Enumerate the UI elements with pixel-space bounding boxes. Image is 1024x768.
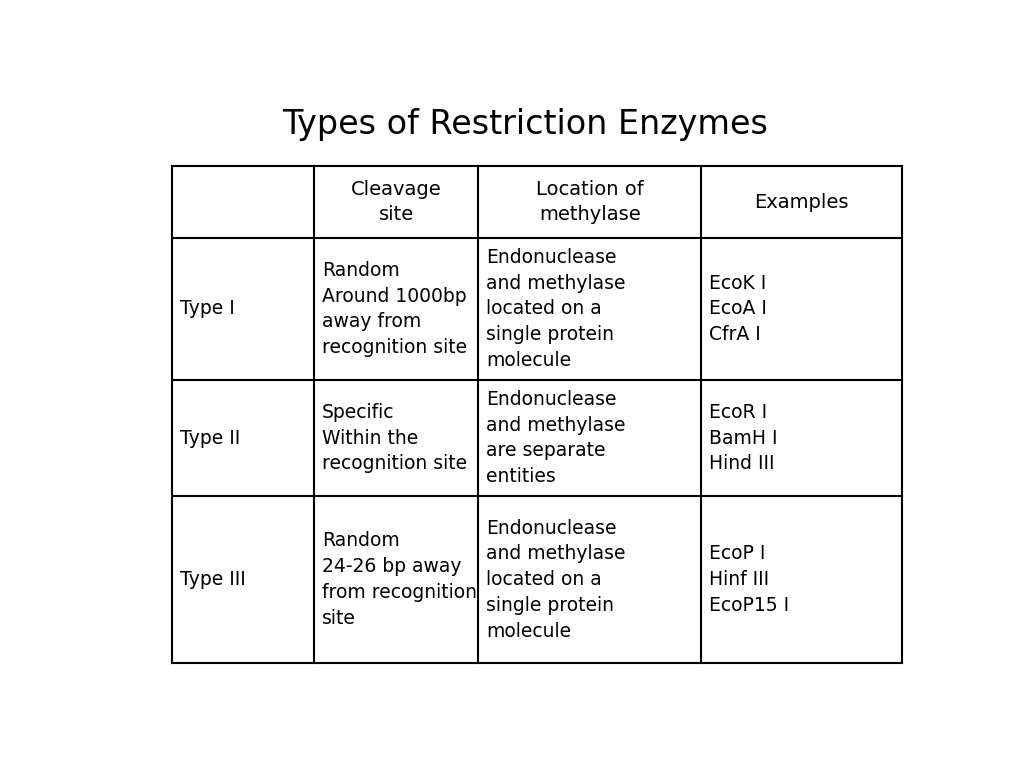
Text: EcoR I
BamH I
Hind III: EcoR I BamH I Hind III xyxy=(709,402,777,473)
Text: Type II: Type II xyxy=(179,429,240,448)
Text: Types of Restriction Enzymes: Types of Restriction Enzymes xyxy=(282,108,768,141)
Text: Endonuclease
and methylase
are separate
entities: Endonuclease and methylase are separate … xyxy=(486,390,626,486)
Text: Examples: Examples xyxy=(754,193,849,212)
Text: Specific
Within the
recognition site: Specific Within the recognition site xyxy=(322,402,467,473)
Text: Type III: Type III xyxy=(179,570,246,589)
Text: EcoP I
Hinf III
EcoP15 I: EcoP I Hinf III EcoP15 I xyxy=(709,545,790,615)
Text: Random
Around 1000bp
away from
recognition site: Random Around 1000bp away from recogniti… xyxy=(322,261,467,357)
Text: Endonuclease
and methylase
located on a
single protein
molecule: Endonuclease and methylase located on a … xyxy=(486,248,626,370)
Text: Endonuclease
and methylase
located on a
single protein
molecule: Endonuclease and methylase located on a … xyxy=(486,518,626,641)
Text: EcoK I
EcoA I
CfrA I: EcoK I EcoA I CfrA I xyxy=(709,273,767,344)
Text: Type I: Type I xyxy=(179,300,234,319)
Text: Location of
methylase: Location of methylase xyxy=(536,180,643,224)
Text: Random
24-26 bp away
from recognition
site: Random 24-26 bp away from recognition si… xyxy=(322,531,477,627)
Text: Cleavage
site: Cleavage site xyxy=(351,180,441,224)
